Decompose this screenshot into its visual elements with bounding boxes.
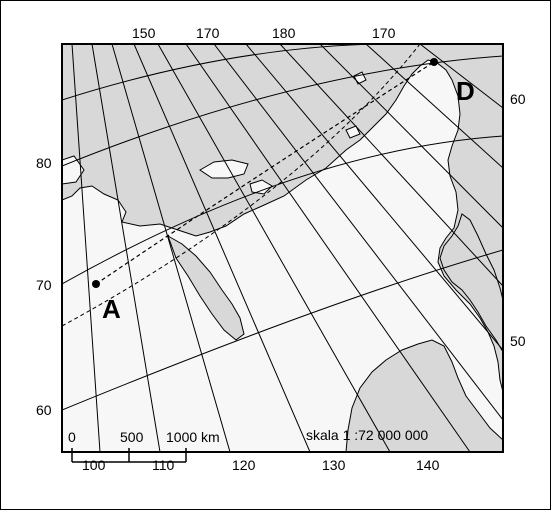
map-panel — [62, 44, 503, 452]
parallels — [62, 44, 503, 411]
lon-bottom-2: 110 — [152, 457, 175, 473]
lon-top-3: 180 — [272, 25, 296, 41]
peninsula — [439, 213, 503, 353]
island-2 — [249, 179, 273, 195]
scale-bar: 0 500 1000 km — [68, 429, 220, 463]
land-mass — [62, 59, 503, 452]
point-d-marker — [430, 58, 438, 66]
lat-right-2: 50 — [510, 333, 526, 349]
point-a-marker — [92, 280, 100, 288]
inner-sea — [345, 339, 503, 452]
gulf — [167, 234, 245, 341]
island-4 — [345, 125, 361, 139]
lat-left-3: 60 — [36, 402, 52, 418]
island-1 — [199, 159, 249, 179]
lat-left-1: 80 — [36, 155, 52, 171]
point-d-label: D — [456, 76, 475, 106]
island-5 — [62, 155, 85, 185]
lon-bottom-1: 100 — [82, 457, 106, 473]
scale-ratio: skala 1 :72 000 000 — [306, 427, 428, 443]
scale-label-0: 0 — [68, 429, 76, 445]
route-line — [95, 61, 435, 285]
lon-bottom-4: 130 — [322, 457, 346, 473]
point-a-label: A — [102, 294, 121, 324]
scale-label-1000: 1000 km — [166, 429, 220, 445]
lon-bottom-5: 140 — [416, 457, 440, 473]
lat-left-2: 70 — [36, 277, 52, 293]
lon-top-2: 170 — [196, 25, 220, 41]
lon-bottom-3: 120 — [232, 457, 256, 473]
meridians — [71, 44, 503, 452]
lon-top-1: 150 — [132, 25, 156, 41]
scale-label-500: 500 — [120, 429, 144, 445]
map-border — [61, 43, 504, 453]
lat-right-1: 60 — [510, 91, 526, 107]
lon-top-4: 170 — [372, 25, 396, 41]
